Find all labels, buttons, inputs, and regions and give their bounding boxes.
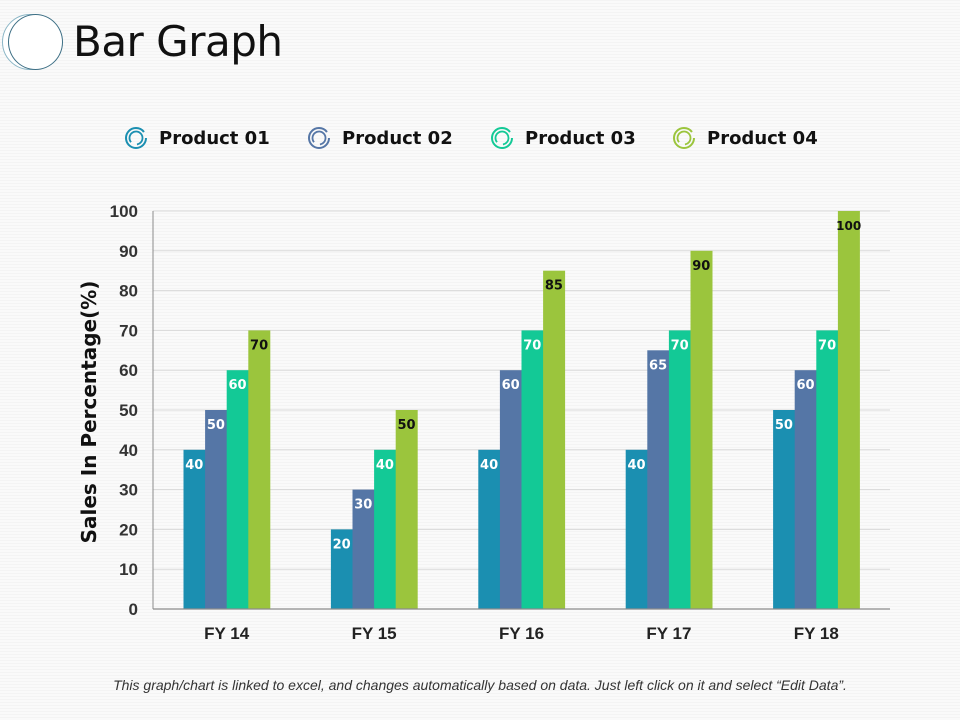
chart-legend: Product 01 Product 02 Product 03 Product… xyxy=(0,124,960,152)
bar xyxy=(499,370,522,609)
data-labels: 40 50 60 70 20 30 40 50 40 60 70 85 40 65 70 90 50 60 70 10… xyxy=(185,219,861,552)
bar xyxy=(248,330,271,609)
legend-item-product-02: Product 02 xyxy=(306,124,453,152)
ring-icon xyxy=(125,127,147,149)
y-tick-label: 40 xyxy=(119,441,138,460)
data-label: 85 xyxy=(545,279,563,294)
bar xyxy=(330,529,353,609)
data-label: 60 xyxy=(228,378,246,393)
x-tick-label: FY 18 xyxy=(794,624,839,643)
legend-item-product-03: Product 03 xyxy=(489,124,636,152)
bar xyxy=(543,270,566,609)
y-tick-label: 50 xyxy=(119,401,138,420)
x-tick-label: FY 17 xyxy=(646,624,691,643)
bar xyxy=(205,410,228,609)
data-label: 40 xyxy=(480,458,498,473)
legend-label: Product 01 xyxy=(159,127,270,149)
data-label: 70 xyxy=(523,338,541,353)
x-tick-label: FY 15 xyxy=(352,624,397,643)
bar xyxy=(837,211,860,609)
y-tick-label: 10 xyxy=(119,560,138,579)
data-label: 70 xyxy=(250,338,268,353)
title-decoration-circle-overlay xyxy=(8,14,63,70)
data-label: 65 xyxy=(649,358,667,373)
data-label: 100 xyxy=(836,219,861,233)
data-label: 40 xyxy=(376,458,394,473)
bar xyxy=(668,330,691,609)
y-tick-label: 60 xyxy=(119,361,138,380)
data-label: 30 xyxy=(354,498,372,513)
y-tick-label: 20 xyxy=(119,520,138,539)
data-label: 50 xyxy=(397,418,415,433)
legend-label: Product 02 xyxy=(342,127,453,149)
data-label: 70 xyxy=(818,338,836,353)
bar xyxy=(352,489,375,609)
data-label: 60 xyxy=(502,378,520,393)
bar xyxy=(816,330,839,609)
y-tick-label: 0 xyxy=(129,600,138,619)
legend-label: Product 03 xyxy=(525,127,636,149)
data-label: 50 xyxy=(207,418,225,433)
bar xyxy=(625,449,648,609)
y-tick-label: 30 xyxy=(119,481,138,500)
data-label: 40 xyxy=(185,458,203,473)
bars xyxy=(183,211,860,610)
legend-item-product-01: Product 01 xyxy=(123,124,270,152)
legend-label: Product 04 xyxy=(707,127,818,149)
bar xyxy=(773,410,796,609)
bar xyxy=(794,370,817,609)
y-axis-title: Sales In Percentage(%) xyxy=(77,281,101,544)
data-label: 50 xyxy=(775,418,793,433)
bar xyxy=(395,410,418,609)
bar xyxy=(647,350,670,609)
data-label: 90 xyxy=(692,259,710,274)
bar xyxy=(478,449,501,609)
bar xyxy=(521,330,544,609)
legend-item-product-04: Product 04 xyxy=(671,124,818,152)
bar xyxy=(690,250,713,610)
data-label: 40 xyxy=(627,458,645,473)
data-label: 20 xyxy=(333,537,351,552)
ring-icon xyxy=(308,127,330,149)
y-tick-label: 70 xyxy=(119,321,138,340)
x-tick-label: FY 16 xyxy=(499,624,544,643)
y-tick-label: 80 xyxy=(119,282,138,301)
x-tick-label: FY 14 xyxy=(204,624,250,643)
bar xyxy=(226,370,249,609)
bar xyxy=(374,449,397,609)
bar xyxy=(183,449,206,609)
ring-icon xyxy=(491,127,513,149)
axes: 0 10 20 30 40 50 60 70 80 90 100 Sales In Percentag… xyxy=(77,202,890,643)
data-label: 60 xyxy=(796,378,814,393)
footnote: This graph/chart is linked to excel, and… xyxy=(113,677,847,693)
data-label: 70 xyxy=(671,338,689,353)
page-title: Bar Graph xyxy=(73,17,283,66)
ring-icon xyxy=(673,127,695,149)
y-tick-label: 90 xyxy=(119,242,138,261)
y-tick-label: 100 xyxy=(110,202,138,221)
